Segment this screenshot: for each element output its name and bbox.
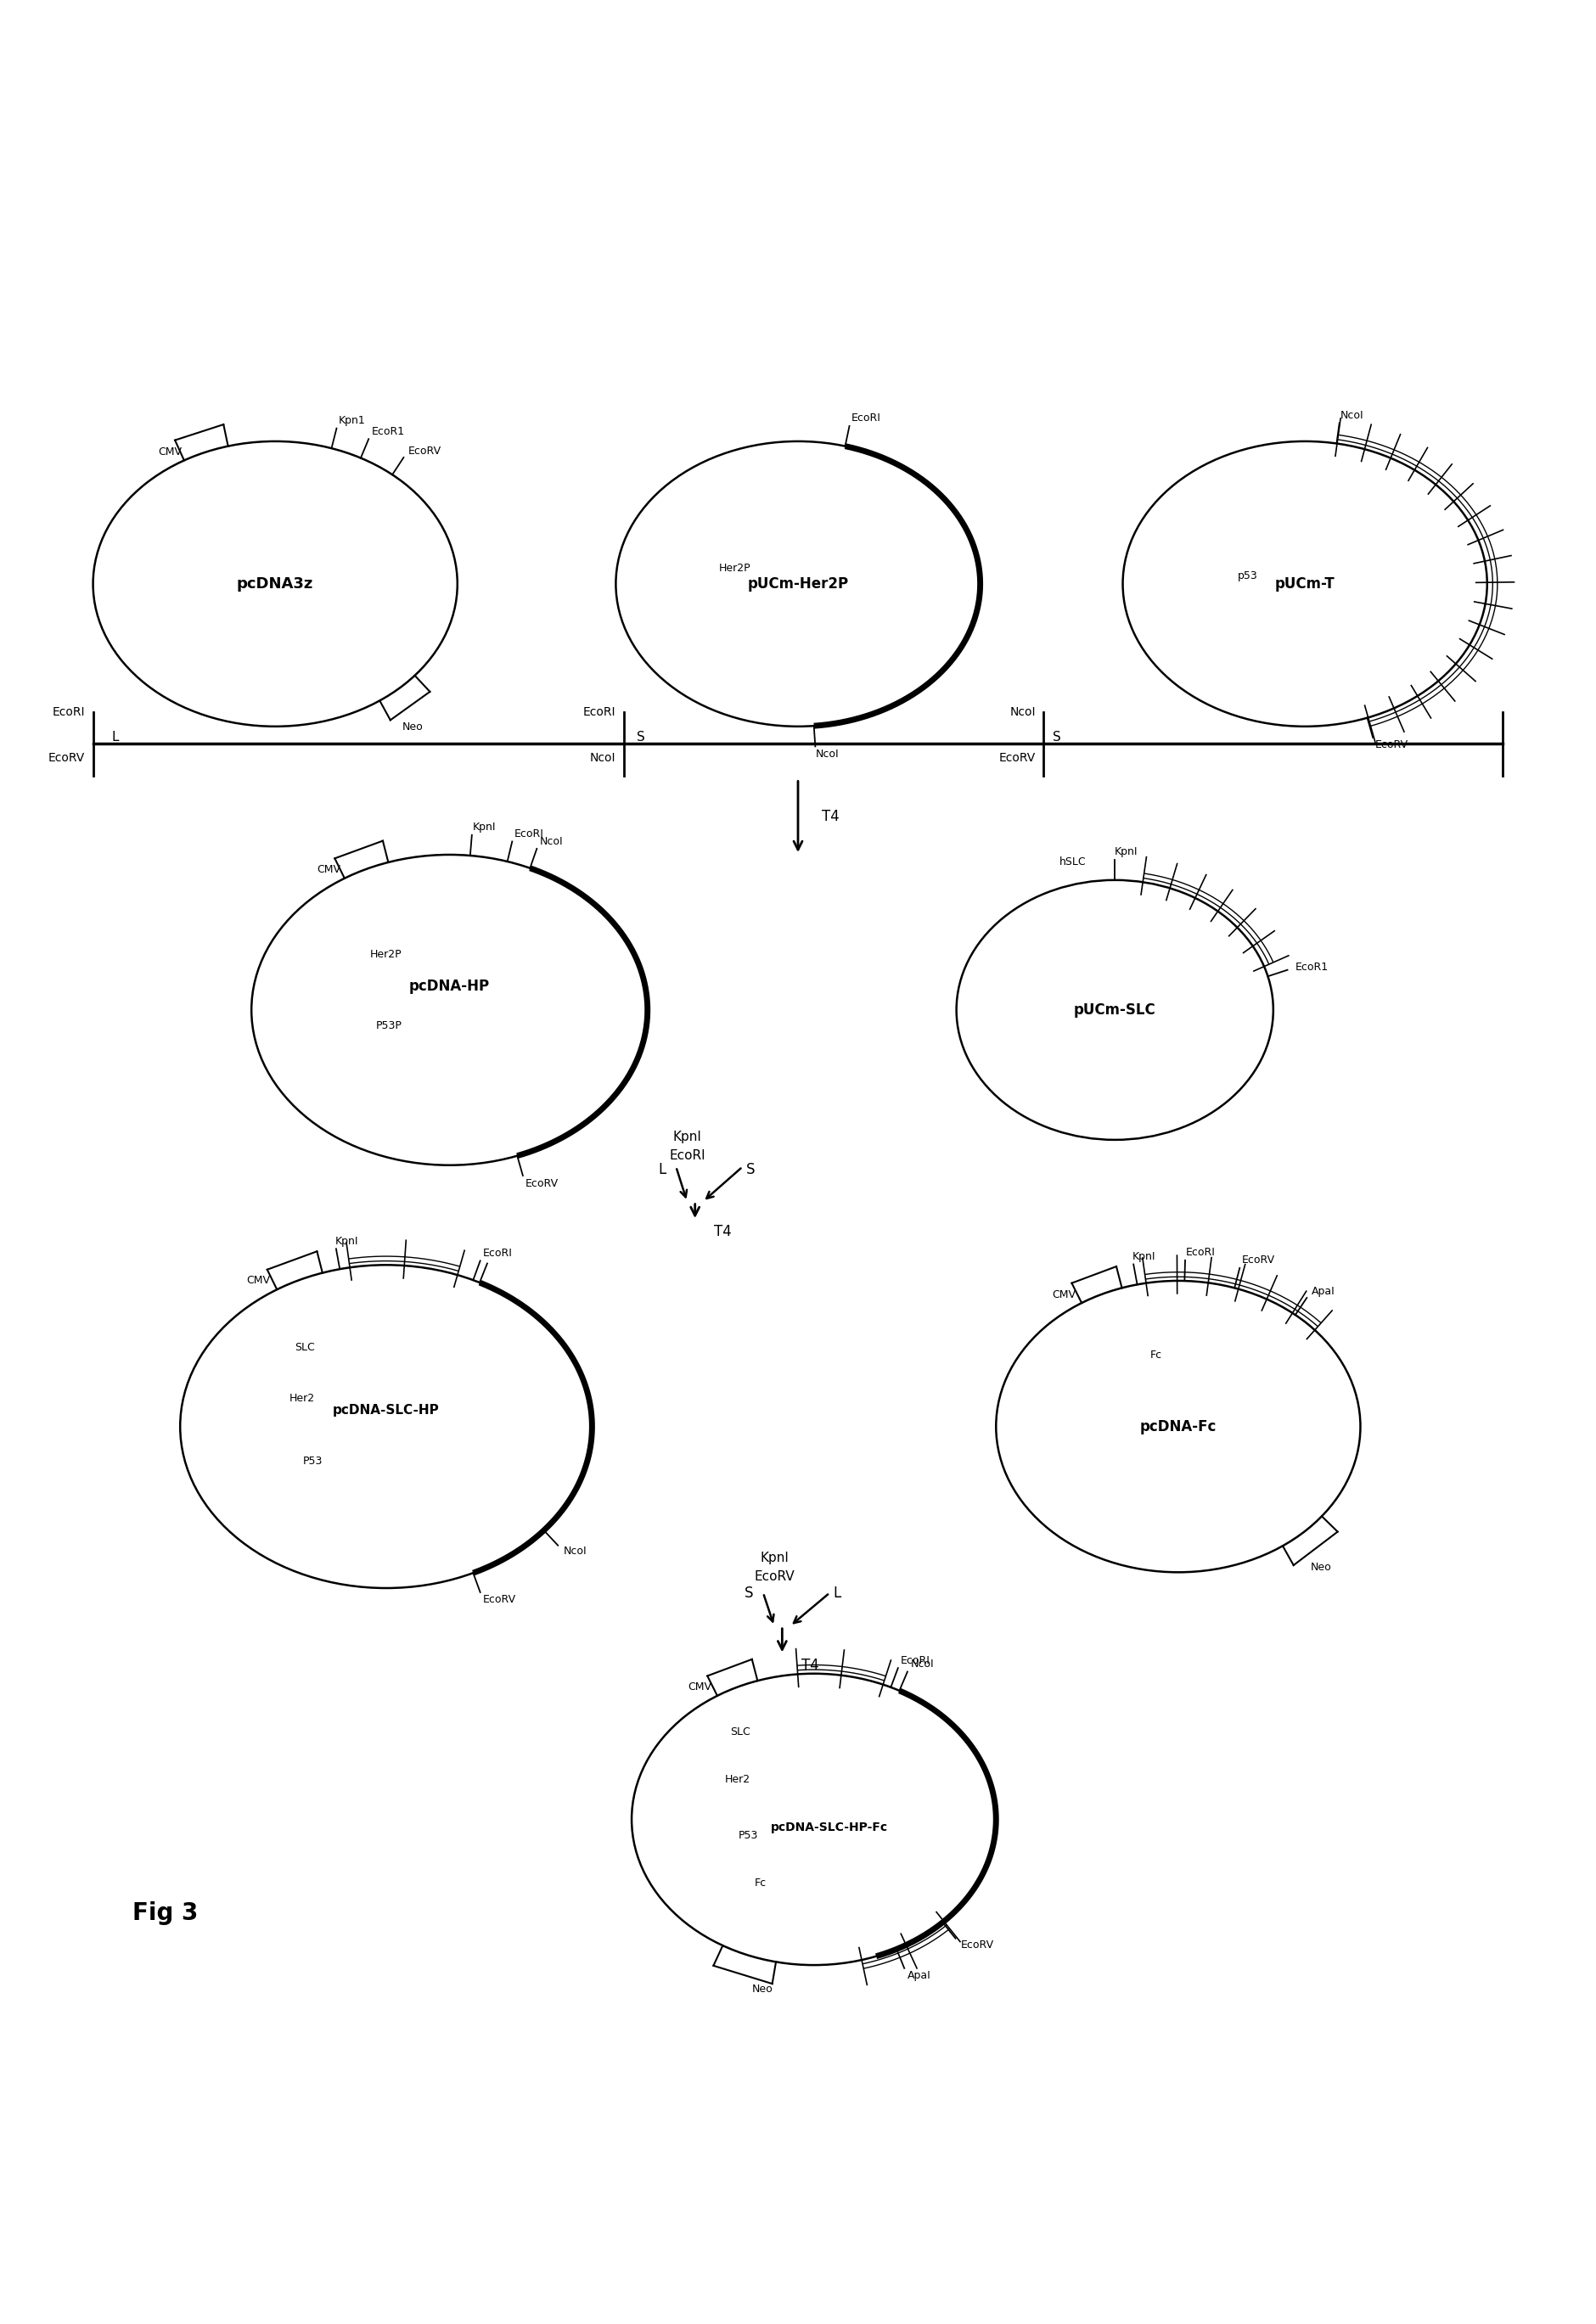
- Text: EcoRI: EcoRI: [1186, 1248, 1215, 1257]
- Text: EcoRV: EcoRV: [409, 446, 440, 456]
- Text: pcDNA-Fc: pcDNA-Fc: [1140, 1420, 1216, 1434]
- Text: EcoRI: EcoRI: [669, 1150, 705, 1162]
- Text: EcoR1: EcoR1: [372, 425, 405, 437]
- Text: pcDNA-SLC-HP: pcDNA-SLC-HP: [332, 1404, 439, 1418]
- Text: NcoI: NcoI: [1010, 706, 1036, 718]
- Text: Fig 3: Fig 3: [132, 1901, 198, 1927]
- Text: EcoRV: EcoRV: [1376, 739, 1408, 751]
- Text: KpnI: KpnI: [1116, 846, 1138, 858]
- Text: L: L: [112, 732, 120, 744]
- Text: Neo: Neo: [402, 720, 423, 732]
- Text: L: L: [833, 1585, 841, 1601]
- Text: S: S: [1053, 732, 1061, 744]
- Text: CMV: CMV: [247, 1274, 271, 1285]
- Text: pcDNA3z: pcDNA3z: [236, 576, 313, 593]
- Text: pUCm-Her2P: pUCm-Her2P: [747, 576, 849, 593]
- Text: SLC: SLC: [295, 1341, 314, 1353]
- Text: T4: T4: [801, 1657, 819, 1673]
- Text: EcoRV: EcoRV: [1242, 1255, 1275, 1267]
- Text: CMV: CMV: [316, 865, 340, 874]
- Text: NcoI: NcoI: [591, 751, 616, 765]
- Text: T4: T4: [822, 809, 839, 825]
- Text: NcoI: NcoI: [1341, 409, 1365, 421]
- Text: SLC: SLC: [731, 1727, 750, 1738]
- Text: NcoI: NcoI: [539, 837, 563, 846]
- Text: p53: p53: [1237, 569, 1258, 581]
- Text: ApaI: ApaI: [1312, 1285, 1334, 1297]
- Text: pcDNA-SLC-HP-Fc: pcDNA-SLC-HP-Fc: [771, 1822, 889, 1834]
- Text: T4: T4: [713, 1225, 731, 1239]
- Text: S: S: [745, 1585, 753, 1601]
- Text: EcoRV: EcoRV: [48, 751, 85, 765]
- Text: KpnI: KpnI: [674, 1129, 702, 1143]
- Text: P53: P53: [739, 1829, 758, 1841]
- Text: EcoRI: EcoRI: [851, 414, 881, 423]
- Text: KpnI: KpnI: [1132, 1250, 1156, 1262]
- Text: EcoRV: EcoRV: [484, 1594, 516, 1606]
- Text: S: S: [637, 732, 645, 744]
- Text: EcoR1: EcoR1: [1294, 962, 1328, 974]
- Text: P53P: P53P: [375, 1020, 402, 1032]
- Text: CMV: CMV: [688, 1683, 712, 1692]
- Text: EcoRI: EcoRI: [583, 706, 616, 718]
- Text: ApaI: ApaI: [907, 1971, 930, 1980]
- Text: Her2P: Her2P: [370, 948, 402, 960]
- Text: pUCm-SLC: pUCm-SLC: [1074, 1002, 1156, 1018]
- Text: Her2P: Her2P: [718, 562, 750, 574]
- Text: NcoI: NcoI: [911, 1659, 934, 1671]
- Text: P53: P53: [303, 1455, 322, 1466]
- Text: EcoRI: EcoRI: [484, 1248, 512, 1260]
- Text: pcDNA-HP: pcDNA-HP: [409, 978, 490, 995]
- Text: CMV: CMV: [158, 446, 182, 458]
- Text: EcoRV: EcoRV: [525, 1178, 559, 1190]
- Text: EcoRI: EcoRI: [900, 1655, 930, 1666]
- Text: EcoRV: EcoRV: [999, 751, 1036, 765]
- Text: S: S: [745, 1162, 755, 1178]
- Text: Her2: Her2: [289, 1392, 314, 1404]
- Text: NcoI: NcoI: [563, 1545, 587, 1557]
- Text: hSLC: hSLC: [1060, 855, 1087, 867]
- Text: EcoRV: EcoRV: [753, 1571, 795, 1583]
- Text: EcoRI: EcoRI: [53, 706, 85, 718]
- Text: CMV: CMV: [1052, 1290, 1076, 1299]
- Text: L: L: [659, 1162, 667, 1178]
- Text: EcoRV: EcoRV: [961, 1938, 994, 1950]
- Text: pUCm-T: pUCm-T: [1275, 576, 1334, 593]
- Text: KpnI: KpnI: [472, 823, 496, 832]
- Text: Her2: Her2: [725, 1773, 750, 1785]
- Text: KpnI: KpnI: [335, 1236, 358, 1246]
- Text: Kpn1: Kpn1: [338, 416, 365, 425]
- Text: NcoI: NcoI: [816, 748, 839, 760]
- Text: Neo: Neo: [1310, 1562, 1331, 1573]
- Text: EcoRI: EcoRI: [514, 827, 544, 839]
- Text: KpnI: KpnI: [760, 1552, 788, 1564]
- Text: Neo: Neo: [752, 1985, 772, 1994]
- Text: Fc: Fc: [755, 1878, 766, 1887]
- Text: Fc: Fc: [1151, 1350, 1162, 1362]
